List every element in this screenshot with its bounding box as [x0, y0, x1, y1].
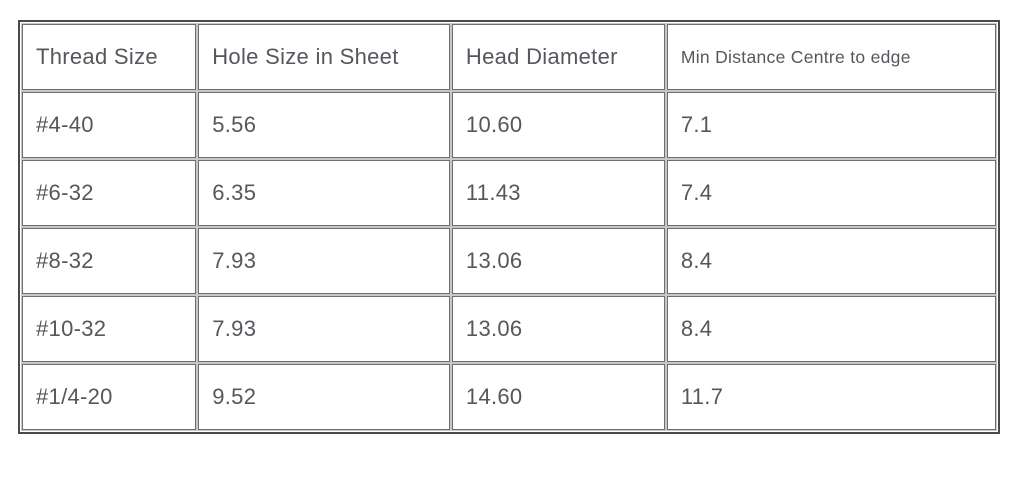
table-cell: #10-32	[20, 295, 198, 363]
table-cell: 10.60	[450, 91, 666, 159]
table-cell: 14.60	[450, 363, 666, 431]
table-cell: 7.93	[197, 295, 451, 363]
table-cell: 8.4	[665, 295, 998, 363]
table-cell: 7.1	[665, 91, 998, 159]
table-row: #10-32 7.93 13.06 8.4	[20, 295, 998, 363]
table-cell: 11.7	[665, 363, 998, 431]
table-cell: #8-32	[20, 227, 198, 295]
table-cell: 13.06	[450, 227, 666, 295]
table-cell: 5.56	[197, 91, 451, 159]
table-cell: 9.52	[197, 363, 451, 431]
table-cell: #1/4-20	[20, 363, 198, 431]
header-thread-size: Thread Size	[20, 23, 198, 91]
fastener-clearance-table: Thread Size Hole Size in Sheet Head Diam…	[18, 20, 1000, 434]
table-row: #1/4-20 9.52 14.60 11.7	[20, 363, 998, 431]
table-cell: #4-40	[20, 91, 198, 159]
header-hole-size: Hole Size in Sheet	[197, 23, 451, 91]
header-min-distance: Min Distance Centre to edge	[665, 23, 998, 91]
table-row: #4-40 5.56 10.60 7.1	[20, 91, 998, 159]
table-body: #4-40 5.56 10.60 7.1 #6-32 6.35 11.43 7.4 #8-32 7…	[20, 91, 998, 431]
table-row: #8-32 7.93 13.06 8.4	[20, 227, 998, 295]
table-cell: 13.06	[450, 295, 666, 363]
table-header: Thread Size Hole Size in Sheet Head Diam…	[20, 23, 998, 91]
table-cell: #6-32	[20, 159, 198, 227]
table-cell: 8.4	[665, 227, 998, 295]
table-row: #6-32 6.35 11.43 7.4	[20, 159, 998, 227]
table-container: Thread Size Hole Size in Sheet Head Diam…	[18, 20, 1000, 434]
header-head-diameter: Head Diameter	[450, 23, 666, 91]
table-cell: 6.35	[197, 159, 451, 227]
header-row: Thread Size Hole Size in Sheet Head Diam…	[20, 23, 998, 91]
table-cell: 11.43	[450, 159, 666, 227]
table-cell: 7.93	[197, 227, 451, 295]
table-cell: 7.4	[665, 159, 998, 227]
